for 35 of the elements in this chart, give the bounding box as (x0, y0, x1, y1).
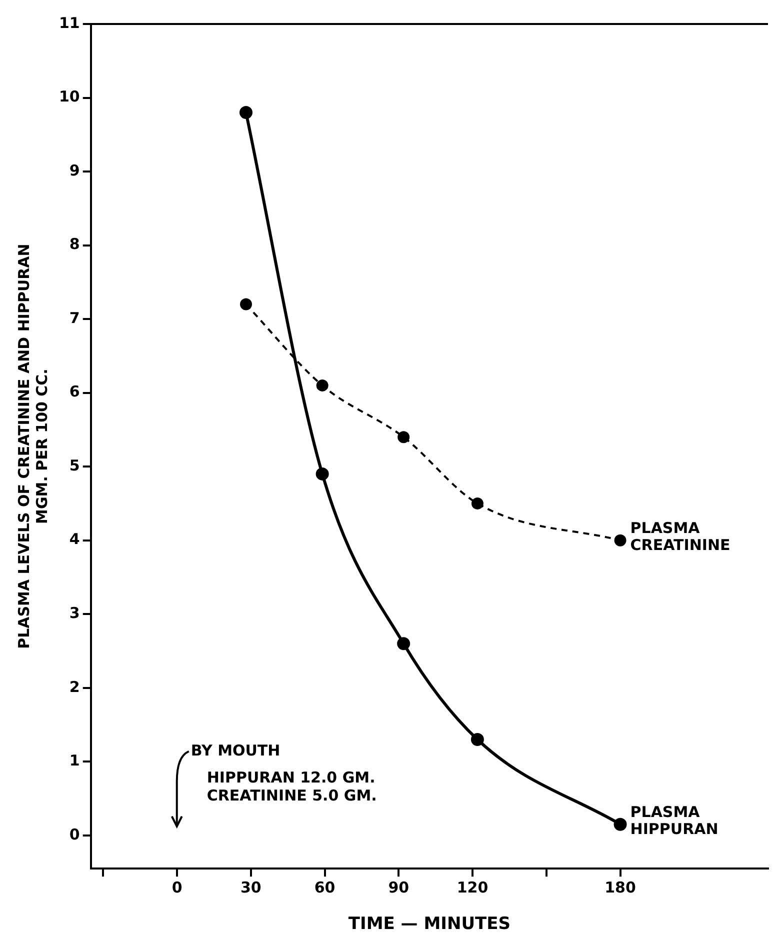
y-tick-label: 1 (69, 752, 80, 770)
point (471, 497, 484, 510)
x-tick-label: 120 (456, 878, 488, 896)
x-tick-label: 90 (388, 878, 410, 896)
annotation: HIPPURAN 12.0 GM. (206, 768, 376, 786)
annotation: BY MOUTH (190, 741, 280, 760)
point (316, 467, 329, 480)
point (240, 298, 252, 310)
annotation: CREATININE 5.0 GM. (206, 786, 377, 804)
y-tick-label: 5 (69, 456, 80, 474)
x-axis-title: TIME — MINUTES (348, 914, 510, 934)
y-axis-title: PLASMA LEVELS OF CREATININE AND HIPPURAN MGM. PER 100 CC. (14, 244, 51, 649)
point (614, 534, 626, 546)
x-tick-label: 30 (240, 878, 262, 896)
series-label: PLASMA HIPPURAN (630, 803, 718, 838)
x-tick-label: 180 (604, 878, 636, 896)
y-tick-label: 3 (69, 604, 80, 622)
point (470, 733, 484, 746)
point (397, 637, 410, 650)
x-tick-label: 60 (314, 878, 336, 896)
y-tick-label: 6 (69, 382, 80, 401)
y-tick-label: 0 (69, 825, 80, 844)
y-tick-label: 7 (69, 308, 80, 327)
series-label: PLASMA CREATININE (630, 519, 730, 554)
point (240, 106, 252, 120)
y-tick-label: 10 (59, 88, 80, 106)
point (316, 379, 328, 392)
y-tick-label: 9 (69, 161, 80, 180)
y-tick-label: 8 (69, 235, 80, 254)
x-tick-label: 0 (172, 878, 182, 896)
y-tick-label: 11 (59, 14, 80, 32)
y-tick-label: 4 (69, 530, 80, 548)
point (614, 818, 627, 831)
y-tick-label: 2 (69, 678, 80, 696)
point (398, 431, 410, 444)
